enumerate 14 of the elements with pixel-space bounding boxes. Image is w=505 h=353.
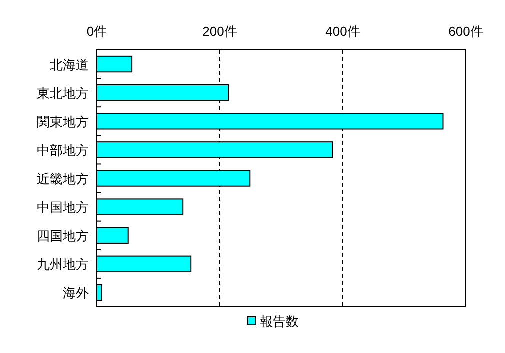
y-tick-label: 中部地方: [37, 142, 89, 158]
y-tick-label: 四国地方: [37, 228, 89, 244]
legend-label: 報告数: [260, 314, 299, 329]
x-tick-label: 0件: [86, 24, 108, 39]
y-tick-label: 近畿地方: [37, 172, 89, 186]
y-tick-label: 北海道: [50, 57, 89, 72]
y-tick-label: 九州地方: [37, 257, 89, 272]
x-tick-label: 600件: [448, 24, 484, 39]
x-tick-label: 400件: [326, 24, 360, 39]
y-tick-label: 東北地方: [37, 86, 89, 101]
y-tick-label: 海外: [63, 286, 89, 301]
y-tick-label: 中国地方: [37, 200, 89, 216]
x-tick-label: 200件: [202, 24, 238, 39]
y-tick-label: 関東地方: [37, 114, 89, 130]
